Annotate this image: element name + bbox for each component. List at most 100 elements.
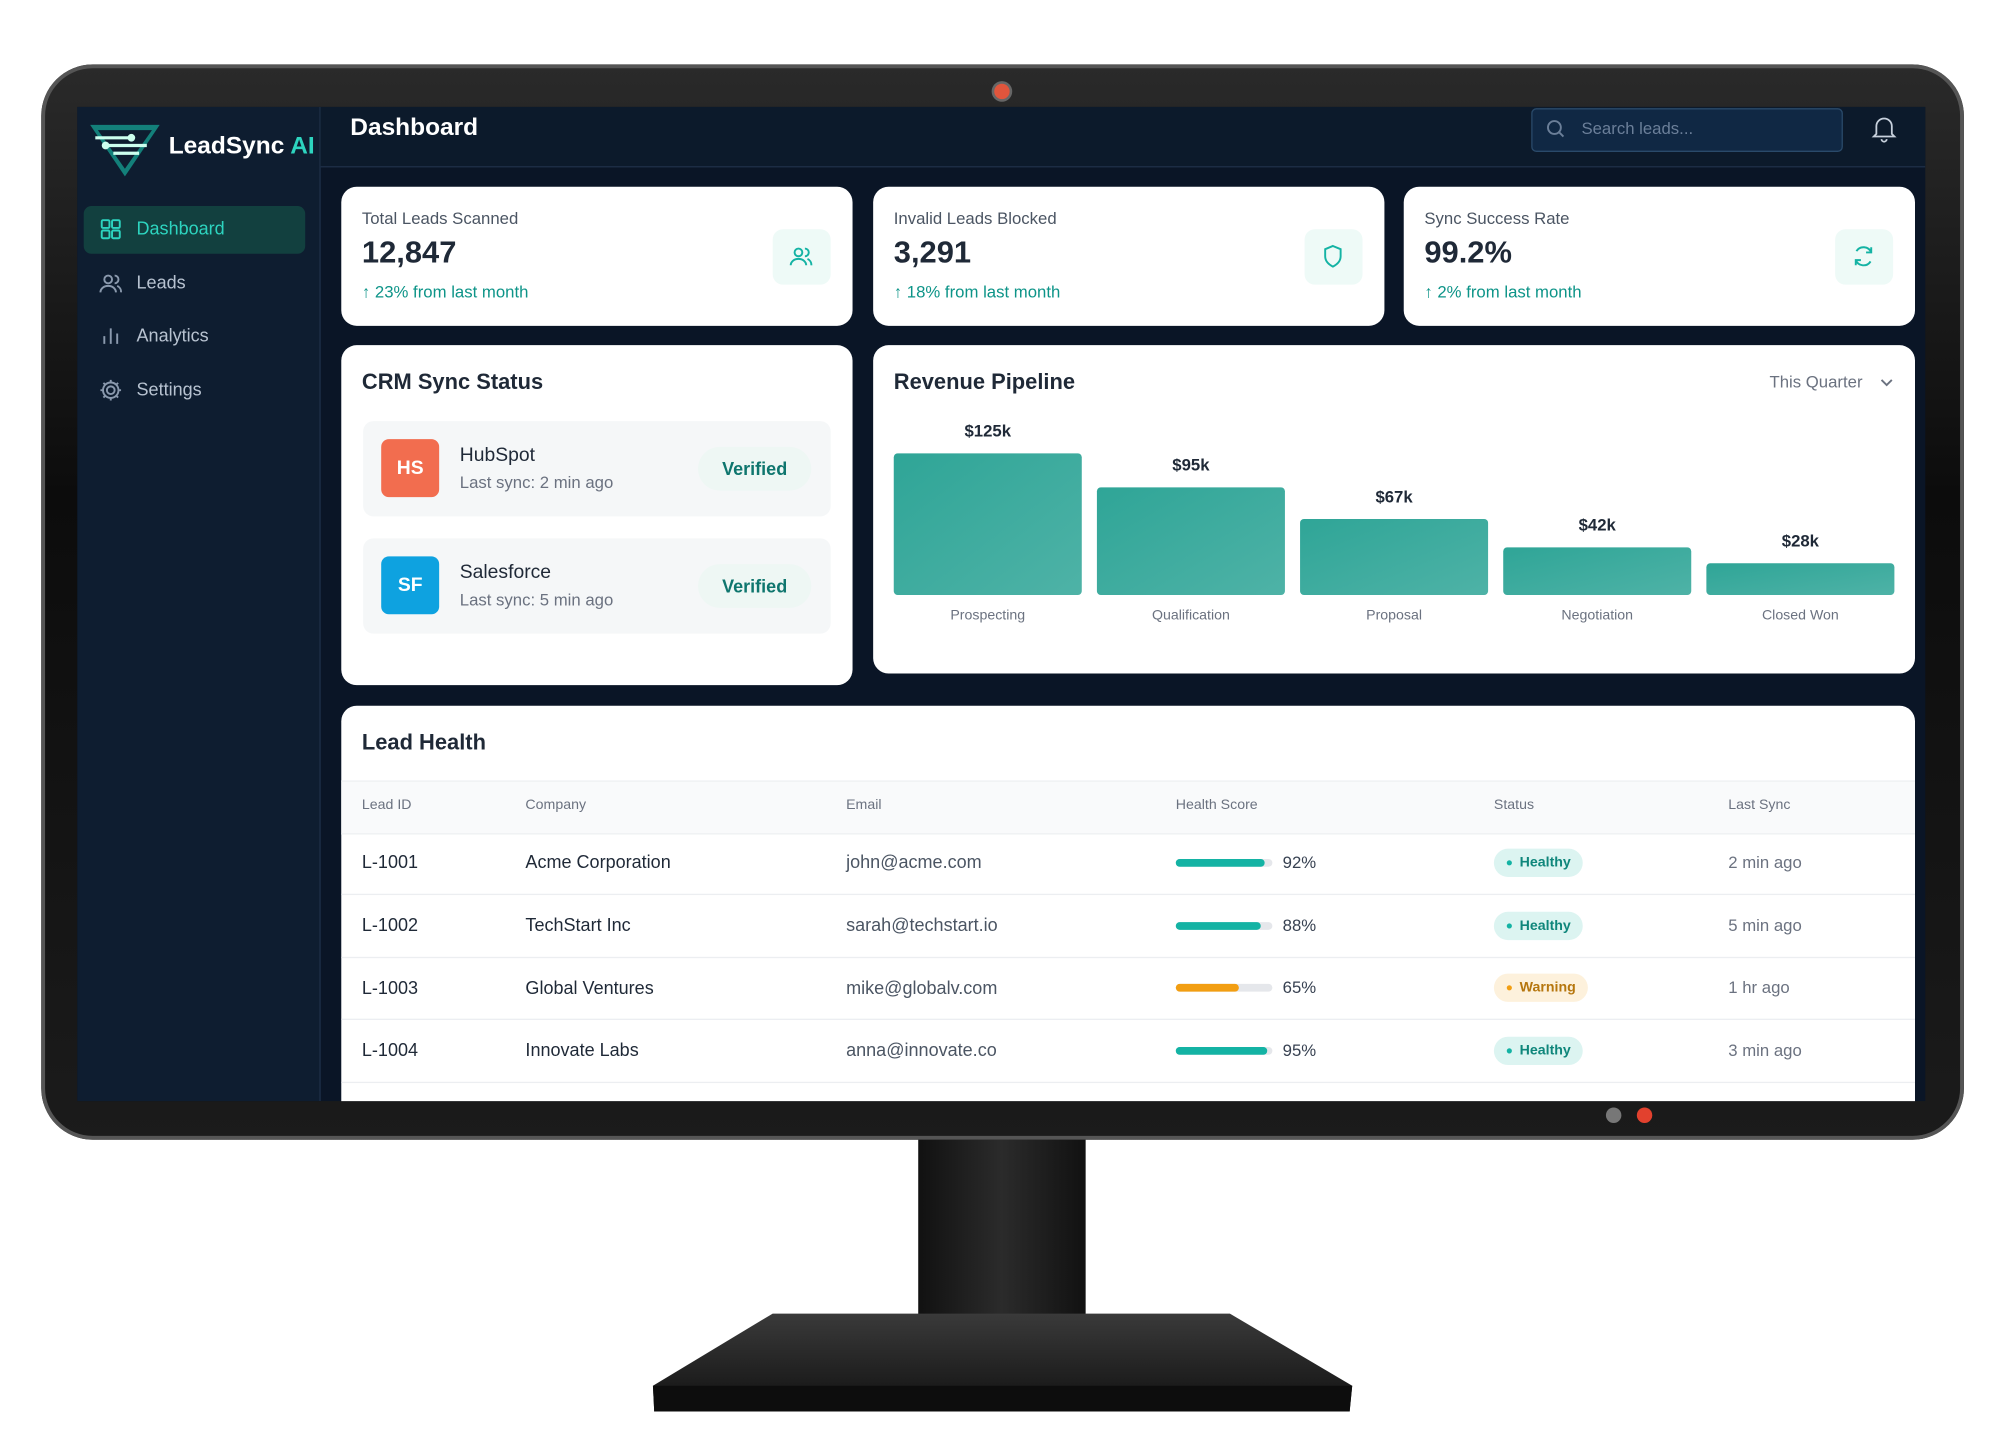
health-bar (1175, 1047, 1268, 1055)
value-label: $42k (1579, 516, 1617, 535)
lead-id: L-1001 (361, 851, 419, 873)
stat-change: ↑ 23% from last month (361, 281, 529, 302)
nav-item[interactable]: Settings (136, 379, 202, 400)
row-separator (341, 1019, 1916, 1021)
stat-icon-svg (1854, 246, 1873, 267)
status: Warning (1519, 980, 1576, 996)
crm-badge: HS (381, 439, 440, 498)
power-light (1636, 1107, 1653, 1123)
company: Acme Corporation (525, 851, 671, 873)
dropdown-icon-svg (1880, 379, 1893, 387)
period-select[interactable]: This Quarter (1769, 371, 1863, 392)
nav-active-bg (83, 206, 306, 254)
stat-change: ↑ 2% from last month (1424, 281, 1582, 302)
status: Healthy (1519, 917, 1571, 934)
category-label: Qualification (1152, 607, 1230, 623)
sidebar (77, 106, 321, 1102)
chart-title: Revenue Pipeline (893, 369, 1076, 394)
value-label: $67k (1375, 487, 1413, 506)
category-label: Prospecting (950, 607, 1025, 623)
crm-item: HS HubSpot Last sync: 2 min ago Verified (363, 421, 831, 517)
search-icon (1547, 120, 1565, 138)
bell-icon[interactable] (1871, 115, 1897, 143)
stat-label: Total Leads Scanned (361, 208, 519, 228)
health-bar (1175, 984, 1239, 993)
category-label: Negotiation (1561, 607, 1633, 623)
dropdown-icon (1874, 370, 1900, 396)
health-score: 95% (1282, 1040, 1317, 1060)
brand: LeadSync AI (169, 134, 315, 158)
crm-badge: SF (381, 556, 440, 615)
stat-card: Total Leads Scanned 12,847 ↑ 23% from last… (341, 186, 853, 326)
nav-item[interactable]: Analytics (136, 324, 209, 346)
row-separator (341, 893, 1916, 896)
last-sync: 2 min ago (1728, 852, 1802, 872)
nav-icon (98, 323, 124, 349)
stat-card: Invalid Leads Blocked 3,291 ↑ 18% from las… (873, 186, 1385, 326)
search-box[interactable] (1531, 108, 1843, 152)
category-label: Closed Won (1762, 607, 1839, 623)
nav-icon-svg (100, 379, 122, 401)
stat-icon-box (772, 229, 831, 285)
status: Healthy (1519, 855, 1571, 871)
nav-item[interactable]: Leads (136, 272, 186, 293)
health-bar (1175, 858, 1265, 867)
bar (893, 453, 1082, 595)
stat-value: 99.2% (1424, 235, 1512, 271)
stat-label: Sync Success Rate (1424, 208, 1570, 228)
bar (1706, 563, 1895, 595)
column-header: Company (525, 797, 587, 813)
table-card: Lead Health Lead ID Company Email Health Sco… (341, 705, 1916, 1102)
crm-item: SF Salesforce Last sync: 5 min ago Verified (363, 538, 831, 634)
nav-icon-svg (99, 274, 123, 293)
page-title: Dashboard (350, 114, 479, 142)
stat-icon-box (1304, 229, 1363, 285)
screen: LeadSync AI Dashboard Search leads... Da… (77, 106, 1926, 1102)
nav-icon (98, 377, 124, 403)
health-score: 88% (1282, 915, 1317, 935)
column-header: Last Sync (1728, 797, 1791, 813)
company: Innovate Labs (525, 1039, 639, 1061)
stat-icon-svg (789, 247, 813, 266)
email: anna@innovate.co (846, 1039, 997, 1061)
status-pill: Healthy (1493, 848, 1583, 878)
nav-icon (98, 216, 124, 242)
crm-card: CRM Sync Status HS HubSpot Last sync: 2 min… (341, 345, 853, 686)
search-placeholder[interactable]: Search leads... (1581, 118, 1694, 138)
nav-item[interactable]: Dashboard (136, 218, 225, 239)
crm-status: Verified (698, 564, 812, 608)
button (1605, 1107, 1622, 1123)
status-pill: Warning (1493, 974, 1588, 1003)
status-pill: Healthy (1493, 911, 1583, 940)
category-label: Proposal (1366, 607, 1422, 623)
row-separator (341, 956, 1916, 958)
card-title: CRM Sync Status (361, 369, 544, 394)
stat-icon-svg (1324, 244, 1342, 268)
bar (1096, 487, 1285, 595)
chart: $125k Prospecting $95k Qualification $67k Pro… (893, 422, 1895, 623)
status-dot (1506, 860, 1512, 866)
row-separator (341, 1081, 1916, 1084)
crm-name: HubSpot (459, 443, 535, 466)
status-dot (1506, 985, 1512, 991)
last-sync: 5 min ago (1728, 915, 1802, 935)
brand-name: LeadSync (168, 132, 285, 160)
value-label: $95k (1172, 456, 1210, 475)
bar (1503, 547, 1692, 595)
value-label: $28k (1782, 532, 1820, 551)
status-dot (1506, 1048, 1512, 1054)
status-dot (1506, 922, 1512, 929)
base-edge (652, 1385, 1353, 1412)
card-title: Lead Health (361, 729, 486, 755)
camera (994, 83, 1010, 100)
stat-change: ↑ 18% from last month (893, 281, 1061, 302)
stat-icon-box (1835, 229, 1894, 285)
last-sync: 1 hr ago (1728, 977, 1790, 998)
value-label: $125k (964, 422, 1011, 441)
nav-icon (98, 270, 124, 296)
crm-status: Verified (698, 446, 812, 491)
status: Healthy (1519, 1043, 1571, 1059)
last-sync: 3 min ago (1728, 1040, 1802, 1060)
